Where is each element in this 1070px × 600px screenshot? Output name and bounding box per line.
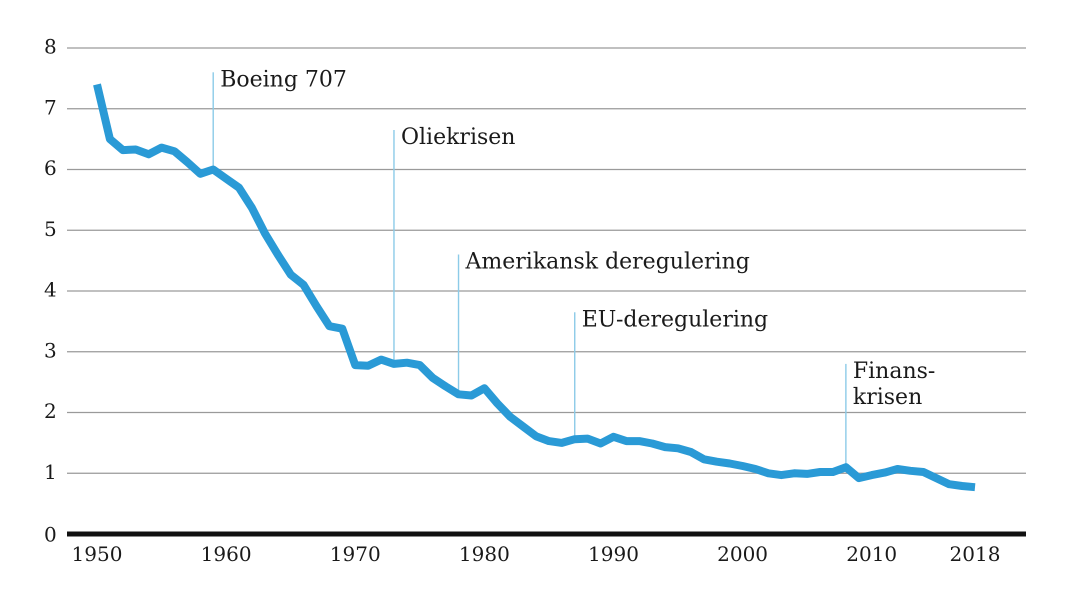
x-tick-label: 2000 bbox=[717, 542, 768, 566]
annotation-label-line: Finans- bbox=[853, 359, 935, 384]
x-tick-label: 2010 bbox=[846, 542, 897, 566]
x-tick-label: 2018 bbox=[950, 542, 1001, 566]
annotation-label-line: krisen bbox=[853, 385, 922, 410]
y-tick-label: 5 bbox=[44, 217, 57, 241]
series-layer bbox=[93, 83, 976, 492]
annotation-label: EU-deregulering bbox=[582, 307, 768, 332]
annotation-label-line: Amerikansk deregulering bbox=[465, 250, 750, 275]
y-tick-label: 1 bbox=[44, 460, 57, 484]
series-line bbox=[93, 83, 976, 492]
y-tick-label: 4 bbox=[44, 278, 57, 302]
x-tick-label: 1960 bbox=[201, 542, 252, 566]
annotation-label: Finans-krisen bbox=[853, 359, 935, 410]
annotation-layer: Boeing 707 Oliekrisen Amerikansk dereguler… bbox=[212, 67, 935, 468]
annotation-label: Oliekrisen bbox=[401, 125, 516, 150]
x-tick-label: 1990 bbox=[588, 542, 639, 566]
x-tick-label: 1970 bbox=[330, 542, 381, 566]
y-tick-label: 6 bbox=[44, 156, 57, 180]
annotation-label-line: Boeing 707 bbox=[220, 67, 347, 92]
annotation-label: Amerikansk deregulering bbox=[465, 250, 750, 275]
annotation-label-line: Oliekrisen bbox=[401, 125, 516, 150]
y-tick-label: 7 bbox=[44, 95, 57, 119]
x-tick-label: 1950 bbox=[72, 542, 123, 566]
x-tick-label: 1980 bbox=[459, 542, 510, 566]
annotation-label: Boeing 707 bbox=[220, 67, 347, 92]
y-tick-label: 2 bbox=[44, 399, 57, 423]
y-tick-label: 3 bbox=[44, 338, 57, 362]
axis-layer: 0 1 2 3 4 5 6 7 8 1950 1960 1970 1980 1990 2000 2010 201… bbox=[44, 35, 1026, 566]
annotation-label-line: EU-deregulering bbox=[582, 307, 768, 332]
y-tick-label: 8 bbox=[44, 35, 57, 59]
y-tick-label: 0 bbox=[44, 523, 57, 547]
grid-layer bbox=[67, 47, 1026, 474]
